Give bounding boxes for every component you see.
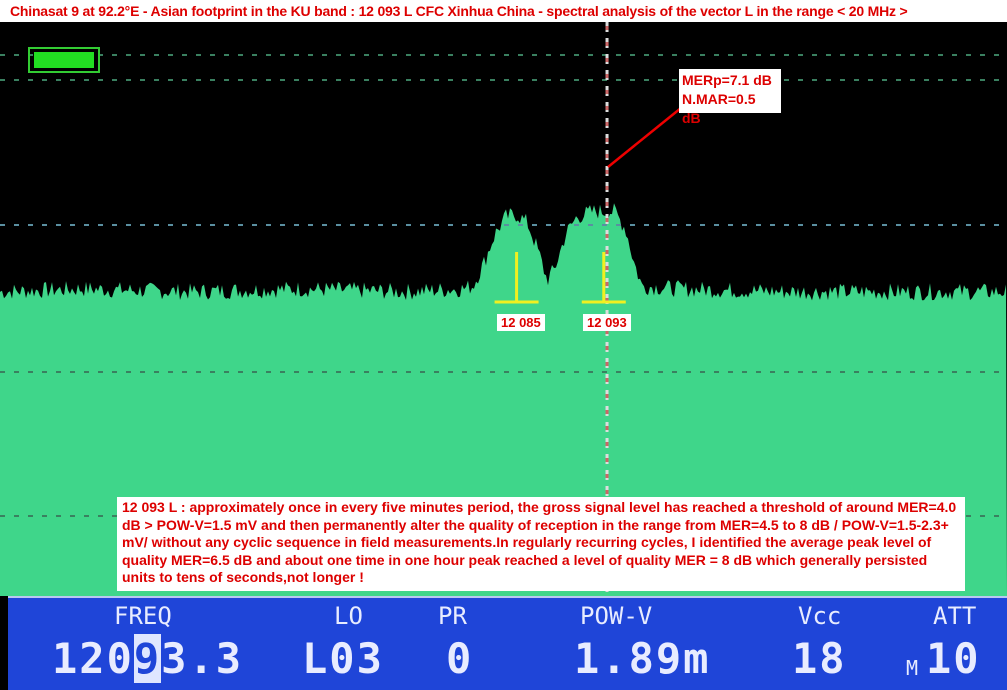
- pr-label: PR: [438, 602, 467, 630]
- lo-label: LO: [334, 602, 363, 630]
- mer-annotation: MERp=7.1 dB N.MAR=0.5 dB: [679, 69, 781, 126]
- lo-value: L03: [302, 634, 384, 683]
- signal-indicator-fill: [34, 52, 94, 68]
- mer-text: MERp=7.1 dB: [682, 72, 772, 88]
- signal-indicator: [28, 47, 100, 73]
- att-label: ATT: [933, 602, 977, 630]
- freq-cursor-digit[interactable]: 9: [133, 634, 162, 683]
- freq-label: FREQ: [114, 602, 172, 630]
- freq-digits-rest: 3.3: [161, 634, 244, 683]
- annotation-pointer: [607, 107, 682, 168]
- vcc-value: 18: [792, 634, 847, 683]
- vcc-label: Vcc: [798, 602, 842, 630]
- att-value: 10: [926, 634, 981, 683]
- note-annotation: 12 093 L : approximately once in every f…: [117, 497, 965, 591]
- freq-digits: 120: [52, 634, 134, 683]
- pr-value: 0: [446, 634, 474, 683]
- marker-label-12093: 12 093: [583, 314, 631, 331]
- pow-value: 1.89m: [574, 634, 711, 683]
- status-bar: FREQ 12093.3 LO L03 PR 0 POW-V 1.89m Vcc…: [8, 596, 1007, 690]
- att-prefix: M: [906, 656, 919, 680]
- pow-label: POW-V: [580, 602, 653, 630]
- marker-label-12085: 12 085: [497, 314, 545, 331]
- nmar-text: N.MAR=0.5 dB: [682, 91, 756, 126]
- freq-value: 12093.3: [52, 634, 243, 683]
- page-title: Chinasat 9 at 92.2°E - Asian footprint i…: [0, 0, 1007, 22]
